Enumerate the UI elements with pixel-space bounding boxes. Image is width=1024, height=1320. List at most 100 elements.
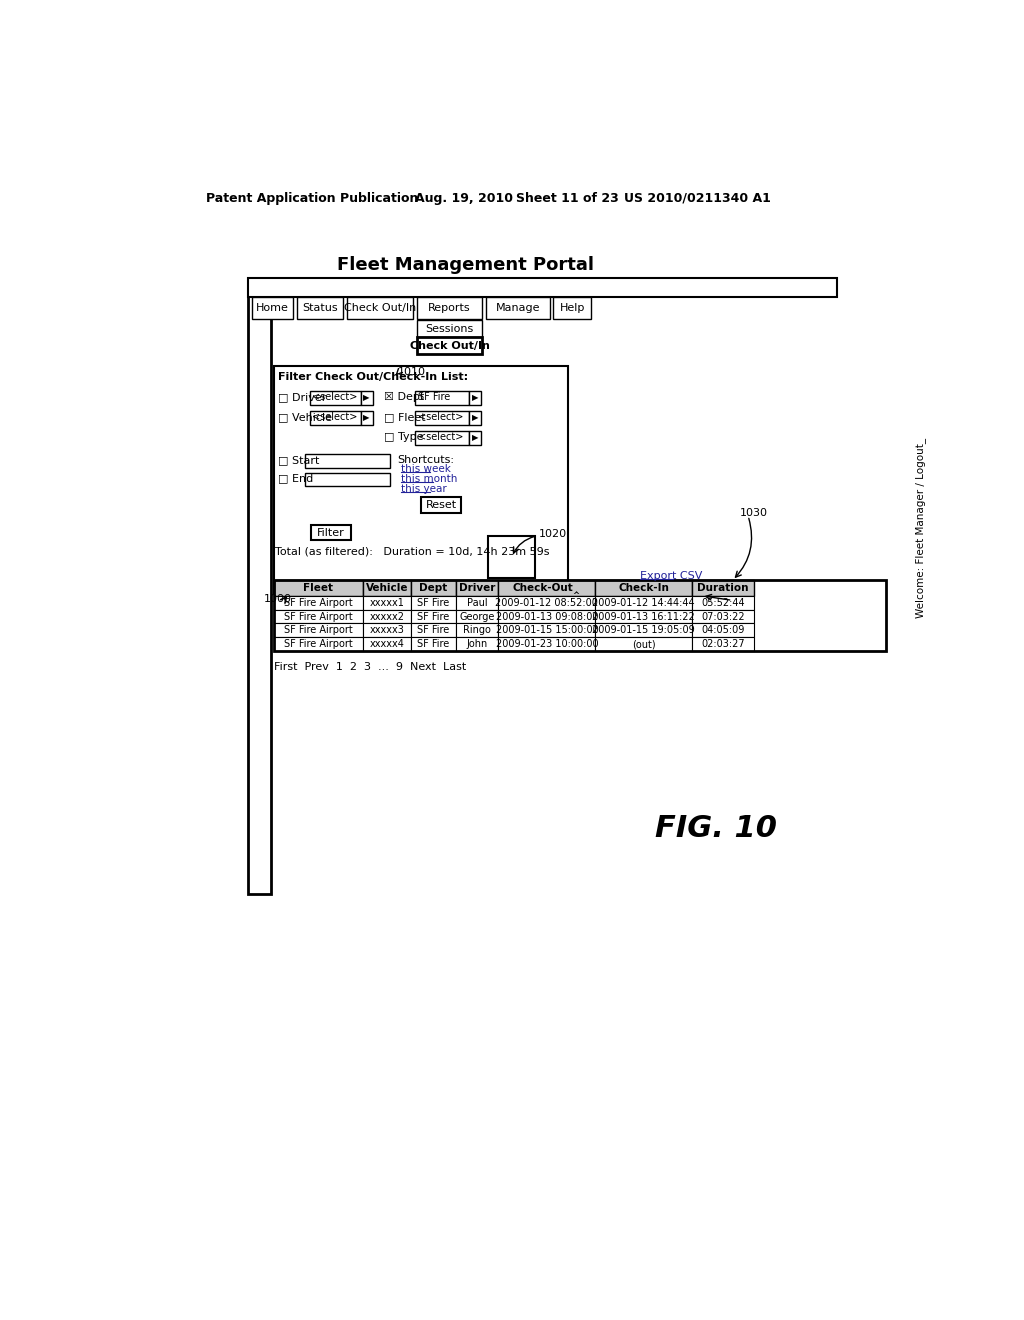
Text: 07:03:22: 07:03:22 (701, 611, 745, 622)
Bar (360, 391, 373, 405)
Text: Check-In: Check-In (618, 583, 670, 593)
Text: 2009-01-23 10:00:00: 2009-01-23 10:00:00 (496, 639, 598, 649)
Text: SF Fire Airport: SF Fire Airport (284, 598, 352, 607)
Text: ▶: ▶ (472, 433, 478, 442)
Text: Patent Application Publication: Patent Application Publication (206, 191, 418, 205)
Text: Reports: Reports (428, 302, 471, 313)
Text: 2009-01-12 08:52:00: 2009-01-12 08:52:00 (496, 598, 598, 607)
Text: Sheet 11 of 23: Sheet 11 of 23 (515, 191, 618, 205)
Bar (499, 581, 595, 595)
Text: 1020: 1020 (539, 529, 567, 539)
Bar (595, 610, 692, 623)
Text: SF Fire Airport: SF Fire Airport (284, 611, 352, 622)
Text: this month: this month (400, 474, 457, 483)
Text: 05:52:44: 05:52:44 (701, 598, 745, 607)
Text: 1030: 1030 (740, 508, 768, 517)
Text: 2009-01-13 09:08:00: 2009-01-13 09:08:00 (496, 611, 598, 622)
Bar (692, 638, 755, 651)
Bar (456, 610, 499, 623)
Text: xxxxx2: xxxxx2 (370, 611, 404, 622)
Text: SF Fire Airport: SF Fire Airport (284, 626, 352, 635)
Text: this year: this year (400, 483, 446, 494)
Bar (692, 581, 755, 595)
Bar (310, 411, 360, 425)
Bar (553, 297, 592, 318)
Bar (417, 321, 482, 337)
Bar (456, 581, 499, 595)
Bar (692, 610, 755, 623)
Text: Filter: Filter (317, 528, 345, 537)
Text: SF Fire: SF Fire (417, 639, 450, 649)
Text: SF Fire Airport: SF Fire Airport (284, 639, 352, 649)
Text: Dept: Dept (419, 583, 447, 593)
Text: Duration: Duration (697, 583, 749, 593)
Bar (273, 638, 362, 651)
Text: 2009-01-12 14:44:44: 2009-01-12 14:44:44 (593, 598, 695, 607)
Bar (595, 623, 692, 638)
Bar (456, 595, 499, 610)
Text: Fleet Management Portal: Fleet Management Portal (337, 256, 594, 273)
Bar (417, 297, 482, 318)
Text: □ End: □ End (279, 474, 313, 483)
Bar (469, 432, 481, 445)
Text: 2009-01-15 19:05:09: 2009-01-15 19:05:09 (593, 626, 695, 635)
Bar (248, 277, 271, 894)
Bar (411, 638, 456, 651)
Bar (692, 595, 755, 610)
Text: ▶: ▶ (364, 392, 370, 401)
Text: Reset: Reset (426, 500, 457, 510)
Text: Home: Home (256, 302, 289, 313)
Text: FIG. 10: FIG. 10 (655, 814, 777, 842)
Text: 1010: 1010 (397, 367, 426, 378)
Text: □ Vehicle: □ Vehicle (279, 412, 333, 422)
Text: SF Fire: SF Fire (417, 598, 450, 607)
Text: US 2010/0211340 A1: US 2010/0211340 A1 (624, 191, 771, 205)
Bar (252, 297, 293, 318)
Bar (360, 411, 373, 425)
Bar (415, 432, 469, 445)
Text: (out): (out) (632, 639, 655, 649)
Text: <select>: <select> (312, 412, 357, 422)
Text: Total (as filtered):   Duration = 10d, 14h 23m 59s: Total (as filtered): Duration = 10d, 14h… (275, 546, 550, 556)
Text: ▶: ▶ (364, 413, 370, 421)
Bar (417, 337, 482, 354)
Bar (305, 454, 390, 469)
Bar (421, 498, 461, 512)
Text: Welcome: Fleet Manager / Logout_: Welcome: Fleet Manager / Logout_ (914, 438, 926, 618)
Text: xxxxx4: xxxxx4 (370, 639, 404, 649)
Bar (273, 367, 568, 594)
Text: 04:05:09: 04:05:09 (701, 626, 744, 635)
Bar (310, 391, 360, 405)
Bar (469, 411, 481, 425)
Text: □ Driver: □ Driver (279, 392, 327, 403)
Text: ☒ Dept: ☒ Dept (384, 392, 424, 403)
Bar (411, 581, 456, 595)
Text: SF Fire: SF Fire (418, 392, 451, 403)
Text: □ Type: □ Type (384, 432, 423, 442)
Text: Fleet: Fleet (303, 583, 333, 593)
Text: xxxxx1: xxxxx1 (370, 598, 404, 607)
Bar (273, 623, 362, 638)
Bar (362, 581, 411, 595)
Text: Check Out/In: Check Out/In (344, 302, 417, 313)
Bar (273, 595, 362, 610)
Text: Help: Help (559, 302, 585, 313)
Text: SF Fire: SF Fire (417, 626, 450, 635)
Text: Vehicle: Vehicle (366, 583, 409, 593)
Text: Check Out/In: Check Out/In (410, 341, 489, 351)
Bar (488, 536, 535, 578)
Bar (273, 610, 362, 623)
Bar (311, 525, 351, 540)
Text: Status: Status (302, 302, 338, 313)
Text: Aug. 19, 2010: Aug. 19, 2010 (415, 191, 513, 205)
Bar (595, 638, 692, 651)
Text: □ Fleet: □ Fleet (384, 412, 425, 422)
Text: Sessions: Sessions (426, 323, 474, 334)
Text: <select>: <select> (418, 432, 463, 442)
Bar (347, 297, 414, 318)
Bar (415, 391, 469, 405)
Text: this week: this week (400, 463, 451, 474)
Text: Check-Out‸: Check-Out‸ (513, 582, 581, 594)
Text: ▶: ▶ (472, 413, 478, 421)
Text: <select>: <select> (312, 392, 357, 403)
